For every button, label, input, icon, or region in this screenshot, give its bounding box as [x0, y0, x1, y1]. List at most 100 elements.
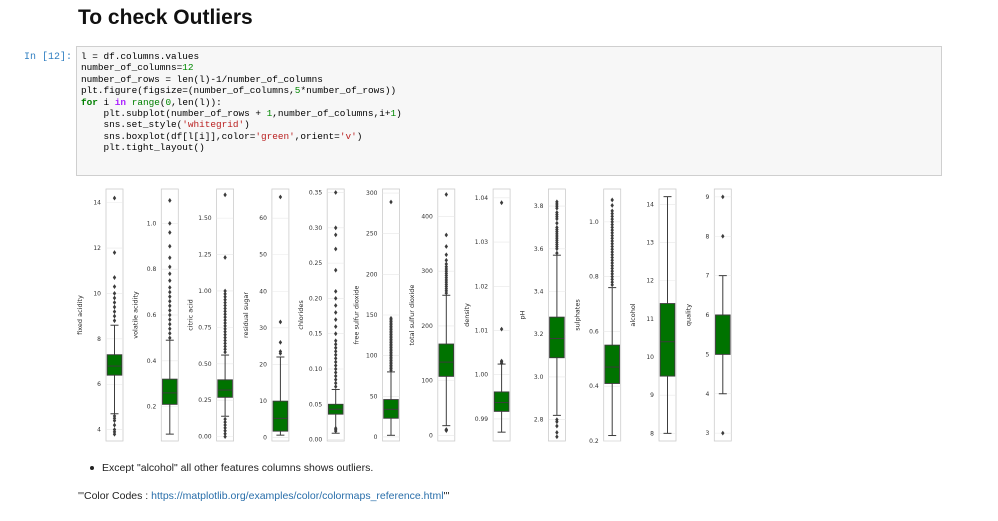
outlier-marker — [555, 220, 559, 226]
y-tick-label: 1.03 — [475, 239, 489, 246]
y-tick-label: 0.05 — [309, 401, 323, 408]
boxplot-figure: 4 6 8 10 12 14 fixed acidity 0.2 0.4 0.6 0.8 1.0 vol… — [76, 188, 732, 445]
y-tick-label: 0.99 — [475, 416, 489, 423]
y-tick-label: 1.02 — [475, 283, 489, 290]
y-tick-label: 30 — [259, 325, 267, 332]
outlier-marker — [610, 282, 614, 288]
y-tick-label: 3.4 — [534, 289, 544, 296]
outlier-marker — [334, 338, 338, 344]
outlier-marker — [610, 227, 614, 233]
y-axis-label: residual sugar — [242, 292, 250, 338]
y-axis-label: chlorides — [297, 300, 305, 330]
code-cell[interactable]: l = df.columns.values number_of_columns=… — [76, 46, 942, 176]
outlier-marker — [278, 194, 283, 200]
outlier-marker — [334, 303, 338, 308]
bullet-icon — [90, 466, 94, 471]
y-tick-label: 8 — [97, 336, 101, 343]
outlier-marker — [334, 373, 338, 379]
y-axis-label: density — [463, 303, 471, 327]
colormaps-link[interactable]: https://matplotlib.org/examples/color/co… — [151, 490, 444, 502]
y-tick-label: 12 — [646, 278, 654, 285]
outlier-marker — [334, 310, 338, 315]
outlier-marker — [334, 232, 338, 238]
y-tick-label: 3.8 — [534, 203, 544, 210]
outlier-marker — [610, 255, 614, 260]
outlier-marker — [223, 320, 227, 326]
outlier-marker — [223, 308, 227, 314]
y-tick-label: 3.6 — [534, 246, 544, 253]
outlier-marker — [278, 339, 283, 345]
y-tick-label: 4 — [97, 427, 101, 434]
code-token: ) — [396, 108, 402, 120]
outlier-marker — [610, 238, 614, 244]
outlier-marker — [168, 278, 172, 284]
code-editor[interactable]: l = df.columns.values number_of_columns=… — [81, 51, 941, 154]
outlier-marker — [334, 348, 338, 354]
y-tick-label: 1.00 — [198, 288, 212, 295]
outlier-marker — [223, 422, 227, 428]
outlier-marker — [112, 275, 117, 280]
y-axis-label: pH — [518, 310, 526, 319]
iqr-box — [715, 314, 731, 355]
y-tick-label: 0.4 — [147, 358, 157, 365]
outlier-marker — [168, 330, 172, 336]
outlier-marker — [223, 311, 227, 317]
outlier-marker — [112, 295, 117, 301]
plot-axes-frame — [492, 188, 511, 442]
y-tick-label: 6 — [97, 381, 101, 388]
outlier-marker — [168, 220, 172, 226]
y-tick-label: 7 — [705, 273, 709, 280]
outlier-marker — [112, 195, 117, 201]
outlier-marker — [223, 343, 227, 349]
outlier-marker — [610, 241, 614, 247]
code-line: plt.subplot(number_of_rows + 1,number_of… — [81, 108, 402, 119]
outlier-marker — [334, 380, 338, 386]
outlier-marker — [444, 257, 448, 263]
outlier-marker — [112, 313, 117, 319]
code-line: plt.tight_layout() — [81, 142, 205, 153]
iqr-box — [659, 303, 676, 377]
outlier-marker — [610, 235, 614, 241]
plot-axes-frame — [326, 188, 345, 442]
outlier-marker — [334, 370, 338, 375]
code-line: l = df.columns.values — [81, 51, 199, 62]
outlier-marker — [610, 233, 614, 238]
y-tick-label: 14 — [93, 200, 101, 207]
outlier-marker — [610, 197, 614, 203]
y-tick-label: 0.10 — [309, 366, 323, 373]
code-token: *number_of_rows)) — [300, 85, 397, 97]
outlier-marker — [334, 267, 338, 273]
outlier-marker — [223, 329, 227, 335]
code-token: 'whitegrid' — [182, 119, 245, 131]
outlier-marker — [223, 431, 227, 437]
code-token: for — [81, 96, 98, 108]
outlier-marker — [610, 222, 614, 228]
outlier-marker — [610, 246, 614, 252]
outlier-marker — [555, 417, 559, 423]
iqr-box — [106, 354, 123, 376]
y-axis-label: sulphates — [574, 299, 582, 331]
outlier-marker — [168, 335, 172, 341]
outlier-marker — [610, 263, 614, 269]
outlier-marker — [223, 255, 227, 260]
y-tick-label: 50 — [259, 252, 267, 259]
outlier-marker — [610, 213, 614, 219]
outlier-marker — [444, 252, 448, 258]
outlier-marker — [278, 319, 283, 325]
outlier-marker — [389, 199, 393, 205]
y-axis-label: volatile acidity — [131, 291, 139, 339]
outlier-marker — [555, 250, 559, 256]
code-token: number_of_rows = len(l)-1/number_of_colu… — [81, 73, 323, 85]
y-tick-label: 8 — [705, 233, 709, 240]
y-axis-label: total sulfur dioxide — [408, 285, 416, 346]
y-tick-label: 9 — [705, 194, 709, 201]
outlier-marker — [610, 211, 614, 217]
outlier-marker — [112, 422, 117, 428]
outlier-marker — [610, 230, 614, 236]
outlier-marker — [168, 230, 172, 235]
outlier-marker — [112, 250, 117, 255]
code-token: plt.tight_layout() — [81, 142, 205, 154]
outlier-marker — [610, 219, 614, 225]
y-tick-label: 1.0 — [589, 219, 599, 226]
outlier-marker — [223, 306, 227, 311]
